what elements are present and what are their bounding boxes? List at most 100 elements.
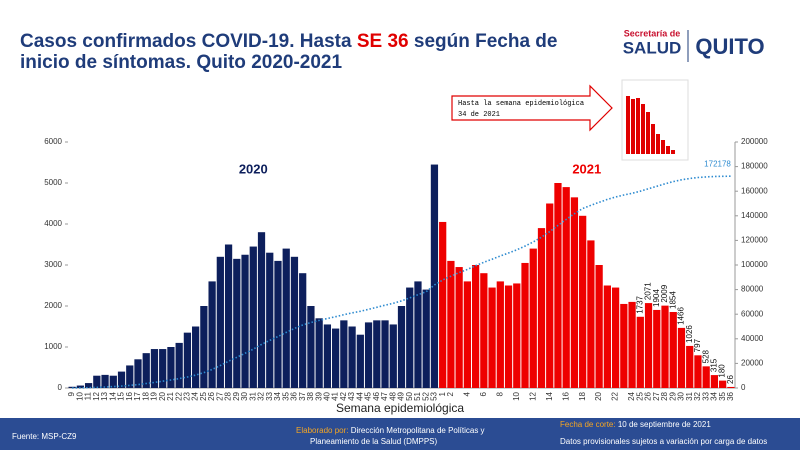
y-tick-label: 4000 bbox=[44, 219, 62, 228]
bar bbox=[570, 197, 579, 388]
bar bbox=[686, 345, 694, 388]
bar bbox=[150, 349, 159, 388]
inset-text: 34 de 2021 bbox=[458, 111, 500, 119]
y-tick-label: 3000 bbox=[44, 260, 62, 269]
x-tick-label: 43 bbox=[347, 391, 356, 400]
data-label: 180 bbox=[718, 364, 727, 378]
x-tick-label: 8 bbox=[495, 391, 504, 396]
bar bbox=[84, 383, 93, 388]
bar bbox=[167, 347, 175, 388]
x-tick-label: 28 bbox=[224, 391, 233, 400]
footer-cutoff: Fecha de corte: 10 de septiembre de 2021 bbox=[560, 420, 711, 429]
bar bbox=[274, 260, 282, 388]
x-tick-label: 51 bbox=[413, 391, 422, 400]
bar bbox=[644, 303, 653, 388]
bar bbox=[636, 316, 644, 388]
bar bbox=[661, 305, 669, 388]
data-label: 1466 bbox=[677, 307, 686, 325]
bar bbox=[183, 332, 192, 388]
x-tick-label: 10 bbox=[512, 391, 521, 400]
x-tick-label: 18 bbox=[141, 391, 150, 400]
x-tick-label: 17 bbox=[133, 391, 142, 400]
y2-tick-label: 60000 bbox=[741, 309, 764, 318]
bar bbox=[389, 324, 397, 388]
bar bbox=[496, 281, 504, 388]
footer-bar bbox=[0, 418, 800, 450]
x-tick-label: 53 bbox=[430, 391, 439, 400]
x-tick-label: 10 bbox=[75, 391, 84, 400]
bar bbox=[529, 248, 537, 388]
x-tick-label: 29 bbox=[668, 391, 677, 400]
series-label: 2021 bbox=[572, 161, 601, 176]
bar bbox=[373, 320, 381, 388]
y2-tick-label: 200000 bbox=[741, 137, 768, 146]
y-tick-label: 1000 bbox=[44, 342, 62, 351]
bar bbox=[282, 248, 290, 388]
bar bbox=[93, 375, 101, 388]
bar bbox=[406, 287, 414, 388]
bar bbox=[200, 306, 208, 388]
bar bbox=[315, 318, 323, 388]
x-tick-label: 32 bbox=[693, 391, 702, 400]
y-tick-label: 2000 bbox=[44, 301, 62, 310]
footer-source: Fuente: MSP-CZ9 bbox=[12, 432, 77, 441]
x-tick-label: 26 bbox=[207, 391, 216, 400]
x-tick-label: 1 bbox=[438, 391, 447, 396]
bar bbox=[628, 301, 636, 388]
x-tick-label: 16 bbox=[561, 391, 570, 400]
bar bbox=[710, 375, 719, 388]
plot: 0100020003000400050006000020000400006000… bbox=[44, 137, 768, 401]
bar bbox=[620, 303, 628, 388]
inset-bar bbox=[646, 112, 650, 154]
x-axis-label: Semana epidemiológica bbox=[336, 401, 464, 415]
inset-text: Hasta la semana epidemiológica bbox=[458, 100, 584, 108]
bar bbox=[241, 254, 249, 388]
x-tick-label: 14 bbox=[545, 391, 554, 400]
x-tick-label: 35 bbox=[281, 391, 290, 400]
x-tick-label: 12 bbox=[92, 391, 101, 400]
bar bbox=[364, 322, 373, 388]
logo-text: QUITO bbox=[695, 34, 764, 59]
x-tick-label: 29 bbox=[232, 391, 241, 400]
bar bbox=[611, 287, 620, 388]
bar bbox=[471, 265, 480, 388]
logo-text: Secretaría de bbox=[624, 28, 681, 38]
data-label: 315 bbox=[710, 358, 719, 372]
x-tick-label: 27 bbox=[652, 391, 661, 400]
x-tick-label: 44 bbox=[355, 391, 364, 400]
x-tick-label: 2 bbox=[446, 391, 455, 396]
bar bbox=[579, 215, 587, 388]
y2-tick-label: 160000 bbox=[741, 186, 768, 195]
bar bbox=[455, 267, 463, 388]
bar bbox=[504, 285, 513, 388]
inset-bar bbox=[666, 146, 670, 154]
inset-bar bbox=[631, 99, 635, 154]
x-tick-label: 30 bbox=[240, 391, 249, 400]
title: Casos confirmados COVID-19. Hasta SE 36 … bbox=[20, 31, 557, 52]
y2-tick-label: 140000 bbox=[741, 211, 768, 220]
x-tick-label: 18 bbox=[578, 391, 587, 400]
x-tick-label: 33 bbox=[265, 391, 274, 400]
x-tick-label: 47 bbox=[380, 391, 389, 400]
x-tick-label: 42 bbox=[339, 391, 348, 400]
x-tick-label: 34 bbox=[710, 391, 719, 400]
bar bbox=[669, 311, 677, 388]
bar bbox=[216, 256, 224, 388]
bar bbox=[101, 374, 109, 388]
x-tick-label: 46 bbox=[372, 391, 381, 400]
data-label: 2009 bbox=[660, 284, 669, 302]
bar bbox=[439, 221, 447, 388]
title-part: SE 36 bbox=[357, 31, 409, 52]
data-label: 1026 bbox=[685, 325, 694, 343]
x-tick-label: 21 bbox=[166, 391, 175, 400]
series-label: 2020 bbox=[239, 161, 268, 176]
x-tick-label: 33 bbox=[701, 391, 710, 400]
x-tick-label: 45 bbox=[364, 391, 373, 400]
x-tick-label: 41 bbox=[331, 391, 340, 400]
bar bbox=[323, 324, 332, 388]
data-label: 797 bbox=[693, 338, 702, 352]
bar bbox=[694, 355, 702, 388]
bar bbox=[513, 283, 521, 388]
footer-note: Datos provisionales sujetos a variación … bbox=[560, 437, 767, 446]
x-tick-label: 31 bbox=[685, 391, 694, 400]
